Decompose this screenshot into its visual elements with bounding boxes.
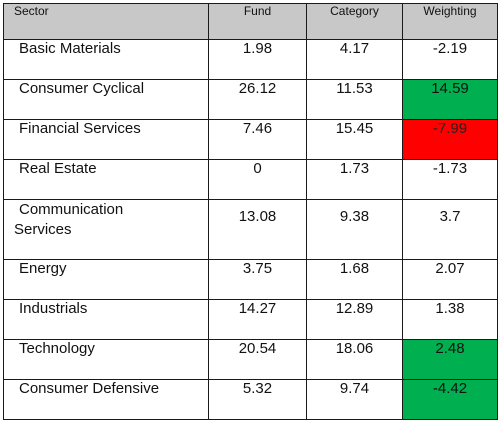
sector-cell: Energy [3, 259, 209, 300]
fund-cell: 13.08 [208, 199, 307, 260]
category-cell: 12.89 [306, 299, 403, 340]
fund-cell: 7.46 [208, 119, 307, 160]
weighting-cell: 2.07 [402, 259, 498, 300]
fund-cell: 3.75 [208, 259, 307, 300]
weighting-cell: -1.73 [402, 159, 498, 200]
header-sector: Sector [3, 3, 209, 40]
fund-cell: 14.27 [208, 299, 307, 340]
weighting-cell-highlight-red: -7.99 [402, 119, 498, 160]
table-row: Real Estate 0 1.73 -1.73 [3, 159, 498, 200]
fund-cell: 5.32 [208, 379, 307, 420]
sector-weighting-table: Sector Fund Category Weighting Basic Mat… [3, 3, 498, 420]
sector-cell: Consumer Defensive [3, 379, 209, 420]
category-cell: 4.17 [306, 39, 403, 80]
header-row: Sector Fund Category Weighting [3, 3, 498, 40]
table-row: Industrials 14.27 12.89 1.38 [3, 299, 498, 340]
sector-cell: Financial Services [3, 119, 209, 160]
sector-cell: Real Estate [3, 159, 209, 200]
weighting-cell: 3.7 [402, 199, 498, 260]
sector-cell: Consumer Cyclical [3, 79, 209, 120]
header-fund: Fund [208, 3, 307, 40]
sector-name-line-1: Communication [19, 201, 124, 218]
table-row: Consumer Cyclical 26.12 11.53 14.59 [3, 79, 498, 120]
table-row: Consumer Defensive 5.32 9.74 -4.42 [3, 379, 498, 420]
category-cell: 11.53 [306, 79, 403, 120]
header-weighting: Weighting [402, 3, 498, 40]
table-row: Communication Services 13.08 9.38 3.7 [3, 199, 498, 260]
fund-cell: 1.98 [208, 39, 307, 80]
sector-cell: Basic Materials [3, 39, 209, 80]
sector-cell: Industrials [3, 299, 209, 340]
weighting-cell: 1.38 [402, 299, 498, 340]
category-cell: 15.45 [306, 119, 403, 160]
header-category: Category [306, 3, 403, 40]
weighting-cell-highlight-green: 14.59 [402, 79, 498, 120]
weighting-cell-highlight-green: -4.42 [402, 379, 498, 420]
table-row: Technology 20.54 18.06 2.48 [3, 339, 498, 380]
table-body: Basic Materials 1.98 4.17 -2.19 Consumer… [3, 39, 498, 420]
sector-cell: Communication Services [3, 199, 209, 260]
sector-name-line-2: Services [14, 221, 72, 238]
category-cell: 9.74 [306, 379, 403, 420]
table-row: Energy 3.75 1.68 2.07 [3, 259, 498, 300]
sector-cell: Technology [3, 339, 209, 380]
weighting-cell: -2.19 [402, 39, 498, 80]
table-row: Financial Services 7.46 15.45 -7.99 [3, 119, 498, 160]
table-header: Sector Fund Category Weighting [3, 3, 498, 40]
fund-cell: 0 [208, 159, 307, 200]
table-row: Basic Materials 1.98 4.17 -2.19 [3, 39, 498, 80]
fund-cell: 20.54 [208, 339, 307, 380]
category-cell: 18.06 [306, 339, 403, 380]
fund-cell: 26.12 [208, 79, 307, 120]
weighting-cell-highlight-green: 2.48 [402, 339, 498, 380]
category-cell: 1.73 [306, 159, 403, 200]
category-cell: 9.38 [306, 199, 403, 260]
category-cell: 1.68 [306, 259, 403, 300]
